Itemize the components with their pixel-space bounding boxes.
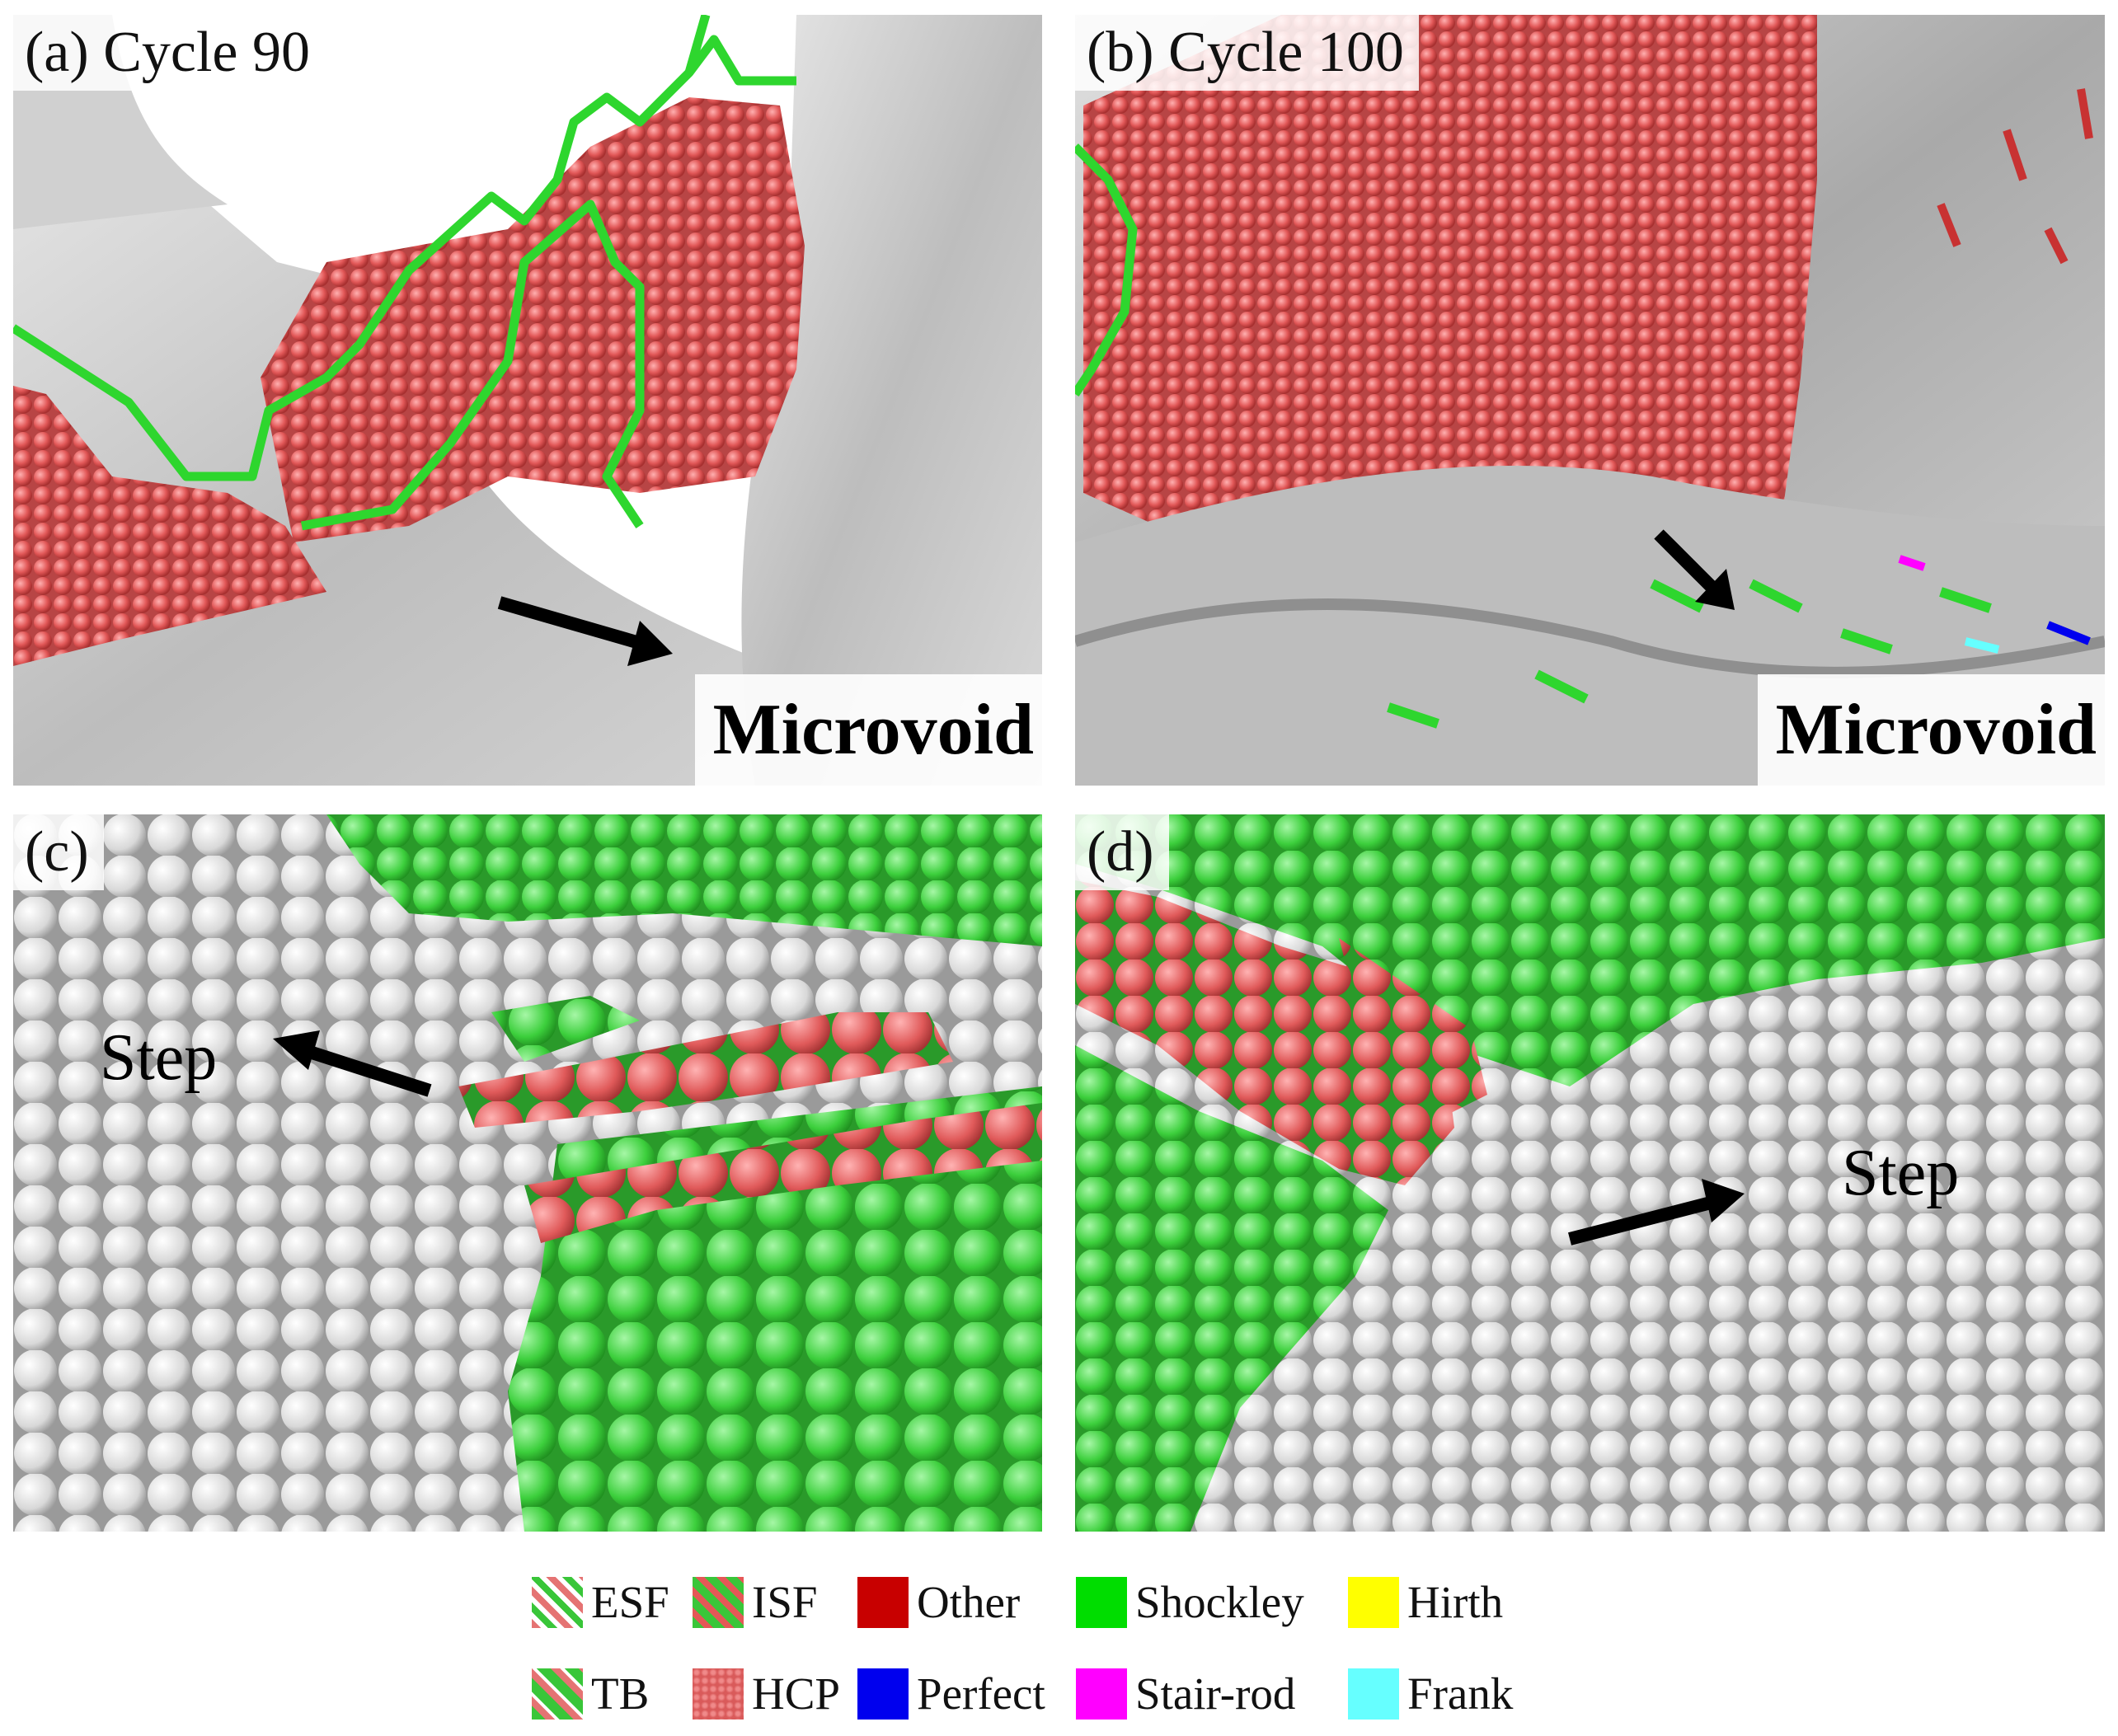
step-label-d: Step [1842,1137,1960,1209]
microvoid-label-b: Microvoid [1757,674,2105,786]
panel-a-render [13,15,1042,786]
hcp-band-2 [524,1103,1042,1243]
hcp-region [1075,880,1454,1185]
legend-perfect: Perfect [857,1668,1045,1720]
legend-shockley-label: Shockley [1135,1577,1304,1627]
panel-a-label: (a) Cycle 90 [13,15,325,91]
panel-d-render [1075,814,2105,1532]
legend-hcp-label: HCP [752,1668,840,1719]
arrow-line [1654,529,1723,598]
shockley-line-2 [301,199,645,531]
arrow-head [273,1030,320,1070]
hcp-region-upper [261,97,805,542]
hcp-swatch [693,1668,744,1720]
fcc-region-top [326,814,1042,946]
hirth-swatch [1348,1576,1399,1628]
panel-b-cycle-100: (b) Cycle 100 Microvoid [1075,15,2105,786]
fcc-region-top [1075,814,2105,1086]
hcp-band-1 [458,1012,953,1128]
panel-c-step: (c) Step [13,814,1042,1532]
arrow-line [497,596,650,652]
surface-right [741,15,1042,786]
perfect-swatch [857,1668,909,1720]
arrow-head [1702,1179,1745,1222]
other-swatch [857,1576,909,1628]
isf-swatch [693,1576,744,1628]
arrow-head [627,621,673,666]
surface-left [13,64,1042,786]
legend-esf: ESF [532,1576,669,1628]
arrow-line [1568,1195,1716,1246]
legend-frank-label: Frank [1407,1668,1514,1719]
stair-rod-swatch [1076,1668,1127,1720]
legend-stair-rod-label: Stair-rod [1135,1668,1296,1719]
shockley-arc [1075,143,1138,397]
legend-other-label: Other [917,1577,1021,1627]
hcp-region-left [13,386,326,666]
panel-b-label: (b) Cycle 100 [1075,15,1419,91]
panel-d-step: (d) Step [1075,814,2105,1532]
legend-isf-label: ISF [752,1577,818,1627]
panel-a-cycle-90: (a) Cycle 90 Microvoid [13,15,1042,786]
microvoid-label-a: Microvoid [694,674,1042,786]
legend-tb-label: TB [591,1668,650,1719]
legend-frank: Frank [1348,1668,1513,1720]
panel-d-label: (d) [1075,814,1169,890]
panel-b-render [1075,15,2105,786]
legend-tb: TB [532,1668,649,1720]
arrow-line [299,1043,432,1097]
legend-hcp: HCP [693,1668,840,1720]
legend-perfect-label: Perfect [917,1668,1045,1719]
fcc-region-lower [1075,1045,1388,1532]
dislocation-segments [1387,579,1992,729]
legend-hirth-label: Hirth [1407,1577,1504,1627]
step-label-c: Step [100,1021,218,1094]
tb-swatch [532,1668,583,1720]
panel-c-render [13,814,1042,1532]
esf-swatch [532,1576,583,1628]
arrow-head [1695,569,1735,610]
legend-stair-rod: Stair-rod [1076,1668,1295,1720]
legend-shockley: Shockley [1076,1576,1304,1628]
legend-hirth: Hirth [1348,1576,1503,1628]
legend-other: Other [857,1576,1020,1628]
frank-swatch [1348,1668,1399,1720]
hcp-region-main [1083,15,1817,526]
panel-c-label: (c) [13,814,104,890]
legend-esf-label: ESF [591,1577,669,1627]
shockley-swatch [1076,1576,1127,1628]
legend-isf: ISF [693,1576,818,1628]
